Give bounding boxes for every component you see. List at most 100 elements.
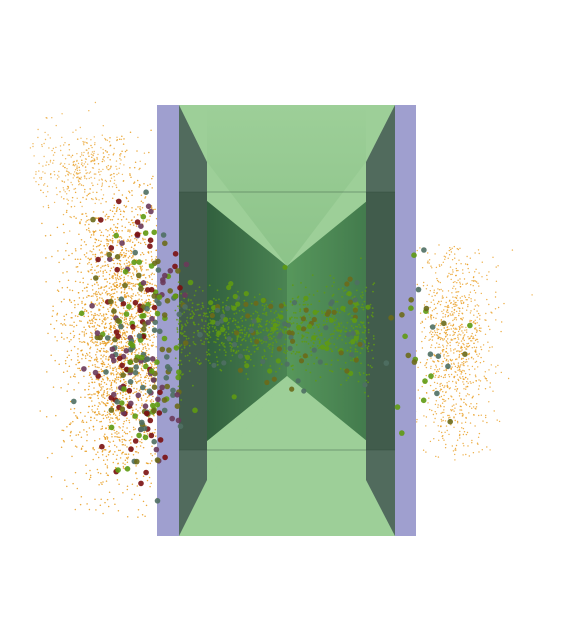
- molecule-bead: [138, 426, 145, 433]
- orange-particle: [438, 368, 441, 370]
- orange-particle: [101, 414, 103, 416]
- orange-particle: [78, 180, 80, 183]
- orange-particle: [79, 126, 82, 129]
- orange-particle: [65, 313, 68, 316]
- orange-particle: [485, 416, 487, 419]
- green-particle: [188, 370, 191, 372]
- orange-particle: [474, 292, 477, 294]
- orange-particle: [110, 384, 113, 386]
- green-particle: [255, 347, 258, 350]
- orange-particle: [448, 433, 450, 436]
- orange-particle: [460, 373, 462, 375]
- orange-particle: [119, 398, 121, 401]
- orange-particle: [73, 188, 75, 190]
- orange-particle: [56, 226, 59, 229]
- orange-particle: [150, 251, 153, 253]
- green-particle: [304, 303, 306, 306]
- molecule-bead: [211, 362, 217, 368]
- orange-particle: [93, 448, 96, 451]
- orange-particle: [83, 333, 86, 335]
- orange-particle: [95, 217, 98, 219]
- green-particle: [310, 339, 313, 342]
- orange-particle: [103, 326, 106, 328]
- orange-particle: [133, 216, 136, 218]
- orange-particle: [73, 321, 75, 324]
- orange-particle: [118, 425, 120, 428]
- orange-particle: [451, 445, 453, 447]
- green-particle: [217, 338, 220, 341]
- green-particle: [201, 290, 204, 292]
- orange-particle: [91, 167, 94, 169]
- green-particle: [269, 365, 272, 367]
- orange-particle: [114, 444, 116, 447]
- orange-particle: [494, 296, 497, 298]
- orange-particle: [69, 230, 71, 232]
- orange-particle: [75, 363, 77, 366]
- orange-particle: [470, 335, 473, 337]
- molecule-bead: [99, 443, 105, 450]
- green-particle: [284, 330, 287, 333]
- orange-particle: [119, 449, 121, 452]
- orange-particle: [66, 168, 68, 170]
- orange-particle: [133, 268, 136, 271]
- green-particle: [206, 315, 209, 318]
- orange-particle: [122, 280, 125, 282]
- orange-particle: [103, 397, 106, 400]
- molecule-bead: [108, 407, 115, 413]
- orange-particle: [101, 322, 103, 325]
- orange-particle: [145, 220, 148, 223]
- green-particle: [347, 377, 350, 379]
- orange-particle: [428, 397, 430, 399]
- green-particle: [181, 327, 183, 330]
- green-particle: [320, 332, 323, 335]
- orange-particle: [438, 244, 440, 246]
- orange-particle: [81, 445, 84, 447]
- orange-particle: [98, 412, 100, 415]
- orange-particle: [454, 371, 456, 373]
- orange-particle: [434, 294, 436, 297]
- orange-particle: [117, 241, 119, 244]
- orange-particle: [100, 178, 103, 180]
- orange-particle: [116, 226, 119, 229]
- orange-particle: [124, 206, 127, 208]
- orange-particle: [145, 337, 148, 340]
- orange-particle: [74, 169, 77, 171]
- green-particle: [312, 341, 315, 344]
- orange-particle: [444, 316, 446, 318]
- orange-particle: [119, 210, 122, 212]
- molecule-bead: [143, 410, 150, 417]
- orange-particle: [95, 245, 98, 248]
- molecule-bead: [154, 359, 160, 366]
- orange-particle: [91, 289, 94, 291]
- orange-particle: [115, 390, 117, 392]
- green-particle: [191, 306, 194, 309]
- orange-particle: [115, 376, 118, 378]
- orange-particle: [463, 431, 466, 433]
- orange-particle: [108, 341, 110, 343]
- orange-particle: [122, 239, 125, 241]
- molecule-bead: [136, 259, 143, 265]
- molecule-bead: [119, 400, 125, 406]
- orange-particle: [122, 345, 125, 348]
- orange-particle: [95, 271, 98, 274]
- orange-particle: [459, 327, 461, 329]
- orange-particle: [69, 423, 71, 426]
- orange-particle: [468, 352, 471, 355]
- green-particle: [229, 345, 232, 348]
- orange-particle: [475, 349, 477, 351]
- molecule-bead: [157, 437, 164, 443]
- orange-particle: [88, 223, 90, 226]
- orange-particle: [102, 299, 104, 302]
- orange-particle: [446, 276, 449, 278]
- orange-particle: [137, 206, 139, 208]
- orange-particle: [453, 327, 455, 329]
- molecule-bead: [154, 310, 161, 317]
- orange-particle: [79, 340, 81, 343]
- green-particle: [236, 335, 239, 337]
- orange-particle: [531, 294, 533, 296]
- molecule-bead: [148, 208, 154, 215]
- green-particle: [329, 333, 332, 336]
- orange-particle: [137, 299, 139, 301]
- orange-particle: [77, 270, 79, 273]
- orange-particle: [113, 193, 115, 195]
